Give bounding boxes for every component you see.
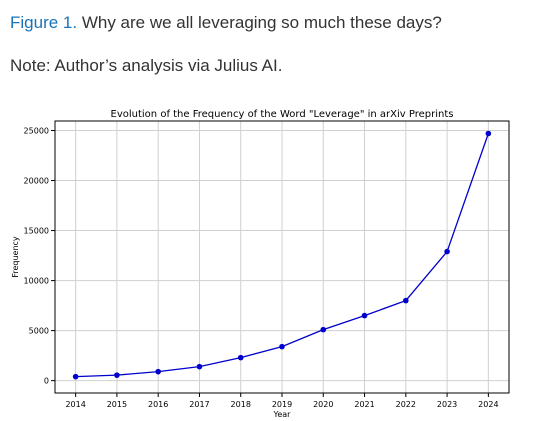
y-tick-label: 10000: [24, 277, 49, 286]
y-tick-label: 15000: [24, 227, 49, 236]
data-point: [196, 363, 203, 370]
data-point: [444, 248, 450, 255]
x-tick-label: 2020: [313, 400, 333, 409]
figure-label: Figure 1.: [10, 13, 78, 32]
x-axis-label: Year: [273, 410, 292, 419]
y-tick-label: 25000: [24, 127, 49, 136]
y-tick-label: 20000: [24, 177, 49, 186]
x-tick-label: 2018: [231, 400, 251, 409]
x-tick-label: 2023: [437, 400, 457, 409]
data-point: [320, 326, 327, 333]
x-tick-label: 2019: [272, 400, 292, 409]
data-point: [279, 343, 285, 350]
y-tick-label: 5000: [29, 327, 49, 336]
chart-title: Evolution of the Frequency of the Word "…: [111, 109, 454, 120]
grid-lines: [55, 121, 509, 393]
x-tick-label: 2016: [148, 400, 168, 409]
data-point: [114, 372, 120, 378]
plot-frame: [54, 120, 510, 394]
data-point: [237, 354, 244, 361]
x-tick-label: 2022: [396, 400, 416, 409]
x-tick-label: 2017: [189, 400, 209, 409]
figure-note: Note: Author’s analysis via Julius AI.: [10, 56, 283, 75]
x-tick-label: 2024: [478, 400, 498, 409]
line-chart: 2014 2015 2016 2017 2018 2019 2020 2021 2022 2023…: [11, 109, 510, 419]
data-point: [485, 130, 492, 137]
figure-caption: Figure 1. Why are we all leveraging so m…: [10, 13, 442, 33]
y-axis-label: Frequency: [11, 236, 20, 278]
y-tick-label: 0: [44, 377, 49, 386]
data-point: [155, 368, 161, 375]
figure-caption-text: Why are we all leveraging so much these …: [77, 13, 442, 32]
x-tick-label: 2021: [354, 400, 374, 409]
data-point: [72, 373, 79, 380]
x-tick-label: 2014: [65, 400, 85, 409]
x-tick-label: 2015: [107, 400, 127, 409]
axis-ticks: 2014 2015 2016 2017 2018 2019 2020 2021 2022 2023…: [24, 127, 499, 409]
data-point: [403, 297, 409, 304]
series-layer: [72, 130, 492, 380]
data-point: [361, 312, 368, 319]
